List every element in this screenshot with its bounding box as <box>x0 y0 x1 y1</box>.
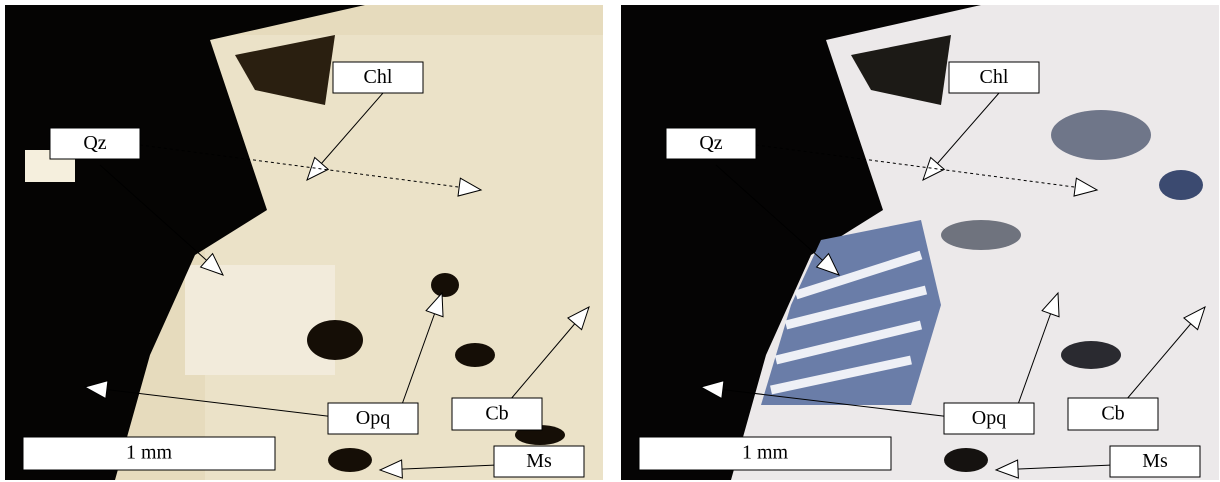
mineral-label: Chl <box>980 66 1009 88</box>
label-box <box>332 61 424 94</box>
arrowhead <box>425 291 444 318</box>
mineral-label: Qz <box>699 132 722 154</box>
mineral-label: Cb <box>1101 403 1124 425</box>
arrowhead <box>699 380 725 400</box>
arrowhead <box>378 459 403 479</box>
arrowhead <box>994 459 1019 479</box>
void <box>5 5 365 480</box>
scale-bar-label: 1 mm <box>126 442 173 464</box>
label-box <box>1109 445 1201 478</box>
carbonate-grain <box>185 265 335 375</box>
label-box <box>943 402 1035 435</box>
pointer-line <box>700 386 952 418</box>
label-box <box>665 127 757 160</box>
arrowhead <box>815 252 840 276</box>
mineral-label: Chl <box>364 66 393 88</box>
scale-bar <box>638 436 892 471</box>
arrowhead <box>83 380 109 400</box>
void <box>621 5 981 480</box>
panel-xpl: Chl Qz Opq Cb Ms 1 mm <box>621 5 1219 480</box>
pointer-line <box>715 164 840 276</box>
arrowhead <box>199 252 224 276</box>
label-box <box>948 61 1040 94</box>
scale-bar <box>22 436 276 471</box>
opaque <box>431 273 459 297</box>
label-box <box>1067 397 1159 431</box>
pointer-line <box>84 386 336 418</box>
arrowhead <box>1073 177 1099 197</box>
label-box <box>493 445 585 478</box>
opaque <box>944 448 988 472</box>
label-box <box>451 397 543 431</box>
mineral-label: Ms <box>1142 450 1168 472</box>
arrowhead <box>306 156 330 181</box>
opaque <box>455 343 495 367</box>
extinct-grain <box>1159 170 1203 200</box>
opaque <box>851 35 951 105</box>
arrowhead <box>1183 305 1206 331</box>
label-box <box>49 127 141 160</box>
opaque <box>1061 341 1121 369</box>
panel-ppl: Chl Qz Opq Cb Ms 1 mm <box>5 5 603 480</box>
mineral-label: Cb <box>485 403 508 425</box>
extinct-grain <box>941 220 1021 250</box>
opaque <box>235 35 335 105</box>
mineral-label: Opq <box>356 407 390 429</box>
mineral-label: Ms <box>526 450 552 472</box>
pointer-line <box>99 164 224 276</box>
scale-bar-label: 1 mm <box>742 442 789 464</box>
arrowhead <box>922 156 946 181</box>
twin-lamellae <box>770 250 928 395</box>
arrowhead <box>457 177 483 197</box>
arrowhead <box>567 305 590 331</box>
arrowhead <box>1041 291 1060 318</box>
mineral-label: Qz <box>83 132 106 154</box>
extinct-grain <box>1051 110 1151 160</box>
opaque <box>307 320 363 360</box>
opaque <box>328 448 372 472</box>
label-box <box>327 402 419 435</box>
mineral-label: Opq <box>972 407 1006 429</box>
